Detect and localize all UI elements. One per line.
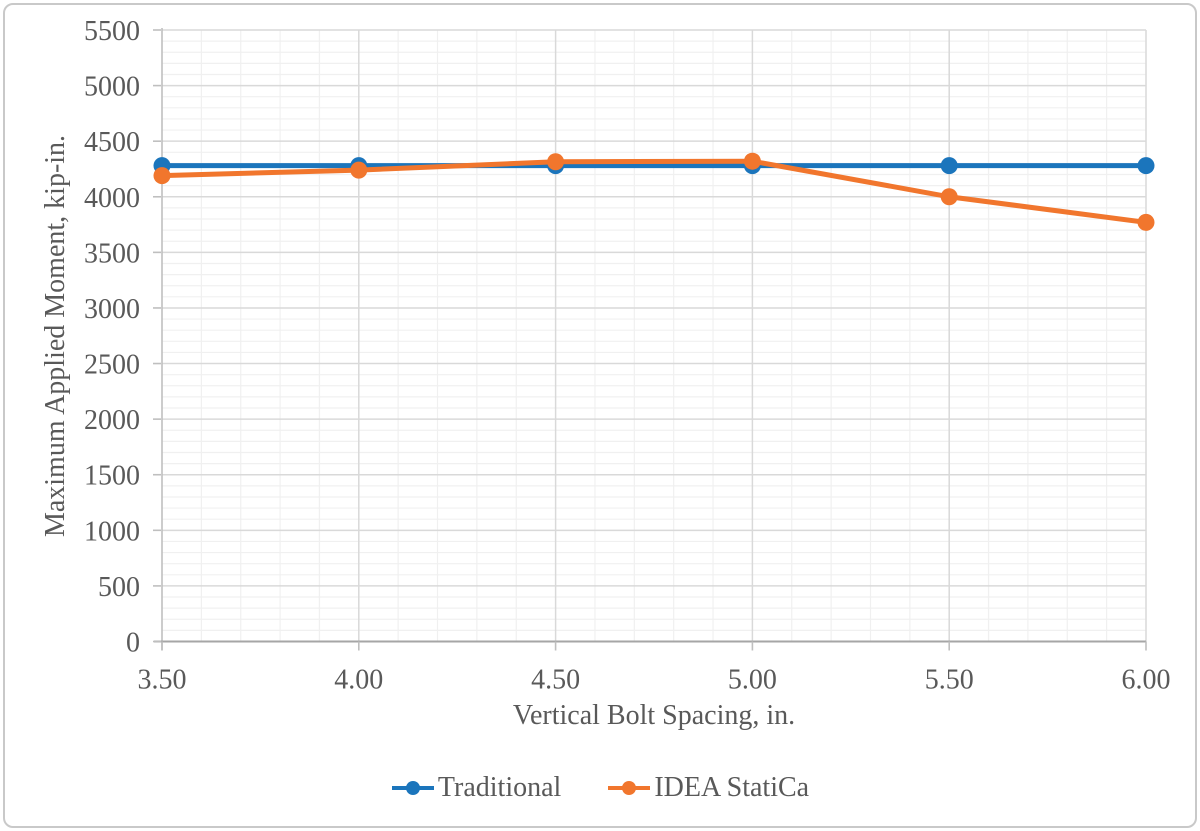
x-tick-label-6.00: 6.00 [1122, 665, 1171, 696]
data-point-traditional-5 [1137, 157, 1155, 175]
data-point-idea-statica-4 [940, 188, 958, 206]
series-idea-statica [153, 152, 1155, 231]
major-gridlines [162, 29, 1147, 642]
legend-label-traditional: Traditional [437, 772, 562, 803]
x-tick-labels: 3.50 4.00 4.50 5.00 5.50 6.00 [138, 665, 1171, 696]
legend-marker-0 [405, 781, 420, 795]
x-tick-label-5.00: 5.00 [728, 665, 777, 696]
y-tick-label-3500: 3500 [84, 238, 140, 269]
x-tick-label-4.50: 4.50 [531, 665, 580, 696]
x-tick-label-3.50: 3.50 [138, 665, 187, 696]
data-point-idea-statica-5 [1137, 213, 1155, 231]
idea-statica-line-marker-icon [608, 781, 651, 795]
y-tick-label-4500: 4500 [84, 127, 140, 158]
y-tick-label-5500: 5500 [84, 16, 140, 47]
series-line-1 [159, 158, 1149, 225]
x-tick-label-4.00: 4.00 [334, 665, 383, 696]
y-tick-label-2500: 2500 [84, 350, 140, 381]
tick-marks [153, 29, 1147, 651]
data-point-idea-statica-1 [350, 161, 368, 179]
data-point-idea-statica-2 [547, 153, 565, 171]
y-tick-label-1500: 1500 [84, 461, 140, 492]
data-point-idea-statica-3 [743, 152, 761, 170]
legend-label-idea-statica: IDEA StatiCa [654, 772, 810, 803]
legend-item-traditional: Traditional [391, 772, 561, 804]
y-tick-label-5000: 5000 [84, 72, 140, 103]
y-tick-label-3000: 3000 [84, 294, 140, 325]
legend-marker-1 [622, 781, 637, 795]
data-point-traditional-4 [940, 157, 958, 175]
y-tick-label-2000: 2000 [84, 405, 140, 436]
y-tick-label-1000: 1000 [84, 516, 140, 547]
traditional-line-marker-icon [391, 781, 434, 795]
y-tick-labels: 0 500 1000 1500 2000 2500 3000 3500 4000 4500 5000… [84, 16, 140, 659]
axes [154, 28, 1146, 651]
legend: Traditional IDEA StatiCa [0, 772, 1200, 804]
y-tick-label-0: 0 [126, 628, 140, 659]
minor-gridlines [162, 30, 1146, 642]
y-tick-label-4000: 4000 [84, 183, 140, 214]
y-tick-label-500: 500 [98, 572, 140, 603]
legend-item-idea-statica: IDEA StatiCa [607, 772, 809, 804]
y-axis-title: Maximum Applied Moment, kip-in. [40, 134, 71, 538]
x-tick-label-5.50: 5.50 [925, 665, 974, 696]
x-axis-title: Vertical Bolt Spacing, in. [512, 700, 796, 731]
data-point-idea-statica-0 [153, 167, 171, 185]
